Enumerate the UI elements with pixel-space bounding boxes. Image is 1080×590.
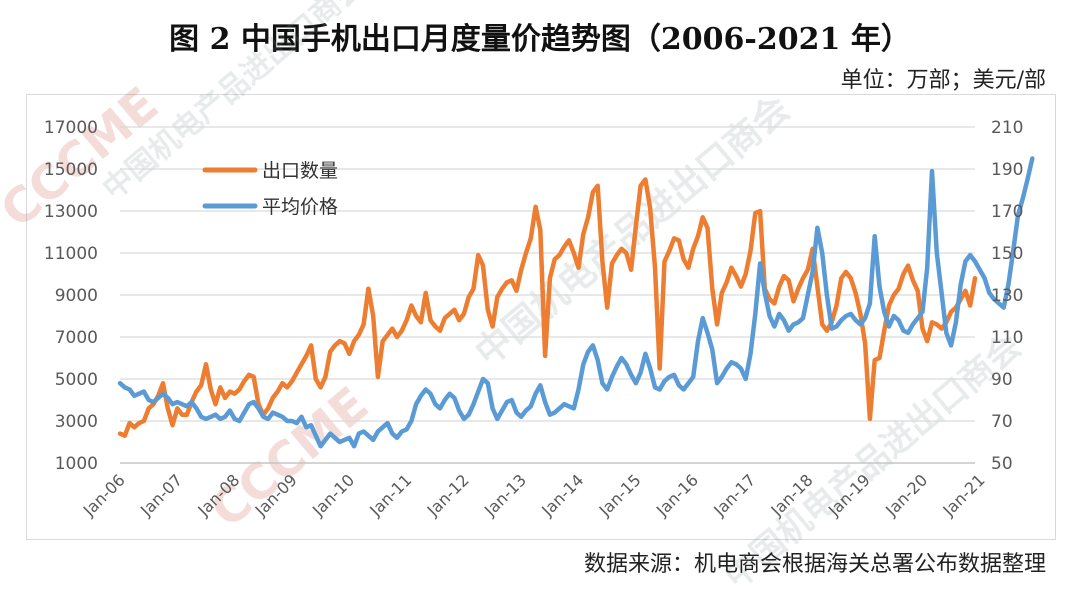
y-right-tick-label: 210 [991, 118, 1023, 138]
x-tick-label: Jan-17 [709, 470, 759, 520]
x-tick-label: Jan-16 [652, 470, 702, 520]
series-line-quantity [117, 177, 978, 438]
x-tick-label: Jan-06 [79, 470, 129, 520]
series-line-price [117, 156, 1035, 449]
y-right-tick-label: 110 [991, 328, 1023, 348]
x-tick-label: Jan-12 [423, 470, 473, 520]
x-tick-label: Jan-10 [308, 470, 358, 520]
y-right-tick-label: 170 [991, 202, 1023, 222]
chart-frame [26, 94, 1056, 540]
x-tick-label: Jan-13 [480, 470, 530, 520]
grid [120, 126, 975, 464]
y-right-tick-label: 150 [991, 244, 1023, 264]
y-left-tick-label: 9000 [55, 286, 98, 306]
y-right-tick-label: 130 [991, 286, 1023, 306]
y-left-tick-label: 11000 [44, 244, 98, 264]
x-tick-label: Jan-20 [881, 470, 931, 520]
x-tick-label: Jan-11 [365, 470, 415, 520]
x-tick-label: Jan-21 [939, 470, 989, 520]
y-axis-right: 50 70 90 110 130 150 170 190 210 [991, 118, 1023, 474]
x-tick-label: Jan-14 [537, 470, 587, 520]
unit-label: 单位：万部；美元/部 [840, 68, 1046, 93]
y-right-tick-label: 190 [991, 160, 1023, 180]
y-right-tick-label: 70 [991, 412, 1013, 432]
y-left-tick-label: 7000 [55, 328, 98, 348]
y-left-tick-label: 13000 [44, 202, 98, 222]
watermark-text: CCCME [200, 376, 379, 539]
y-left-tick-label: 5000 [55, 370, 98, 390]
y-right-tick-label: 90 [991, 370, 1013, 390]
y-left-tick-label: 3000 [55, 412, 98, 432]
x-tick-label: Jan-07 [136, 470, 186, 520]
y-left-tick-label: 15000 [44, 160, 98, 180]
series-layer [117, 156, 1035, 449]
legend-label: 出口数量 [262, 160, 338, 182]
y-right-tick-label: 50 [991, 454, 1013, 474]
y-left-tick-label: 17000 [44, 118, 98, 138]
x-tick-label: Jan-15 [595, 470, 645, 520]
y-axis-left: 1000 3000 5000 7000 9000 11000 13000 15000 17000 [44, 118, 98, 474]
chart-title: 图 2 中国手机出口月度量价趋势图（2006-2021 年） [169, 22, 911, 57]
y-left-tick-label: 1000 [55, 454, 98, 474]
source-note: 数据来源：机电商会根据海关总署公布数据整理 [583, 552, 1046, 577]
watermark-text: 中国机电产品进出口商会 [468, 88, 798, 374]
legend-label: 平均价格 [262, 196, 338, 218]
